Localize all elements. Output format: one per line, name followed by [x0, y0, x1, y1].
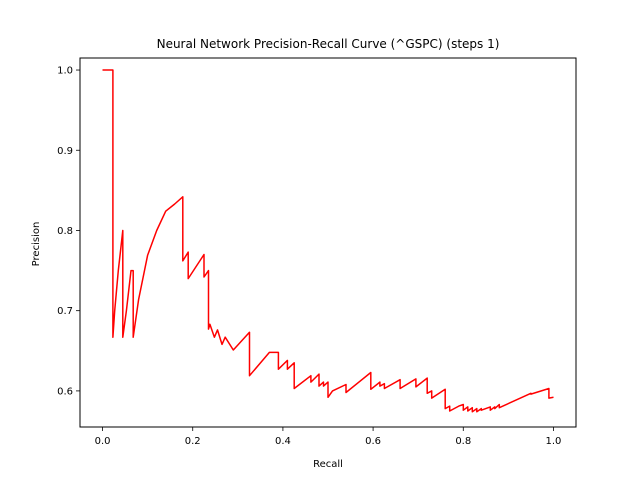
y-tick-label: 1.0 — [57, 66, 73, 77]
x-tick-label: 1.0 — [546, 436, 562, 447]
x-tick-label: 0.6 — [365, 436, 381, 447]
x-tick-label: 0.4 — [275, 436, 291, 447]
precision-recall-line — [102, 69, 554, 413]
plot-frame — [79, 57, 577, 428]
y-tick-label: 0.9 — [57, 146, 73, 157]
x-tick-label: 0.0 — [95, 436, 111, 447]
chart-title: Neural Network Precision-Recall Curve (^… — [157, 37, 500, 51]
x-tick-label: 0.2 — [185, 436, 201, 447]
x-axis-label: Recall — [313, 459, 343, 470]
plot-area — [102, 69, 554, 413]
y-axis-label: Precision — [31, 222, 42, 267]
y-tick-label: 0.6 — [57, 386, 73, 397]
y-axis-ticks: 0.6 0.7 0.8 0.9 1.0 — [57, 66, 80, 397]
y-tick-label: 0.8 — [57, 226, 73, 237]
y-tick-label: 0.7 — [57, 306, 73, 317]
x-axis-ticks: 0.0 0.2 0.4 0.6 0.8 1.0 — [95, 427, 562, 447]
x-tick-label: 0.8 — [455, 436, 471, 447]
